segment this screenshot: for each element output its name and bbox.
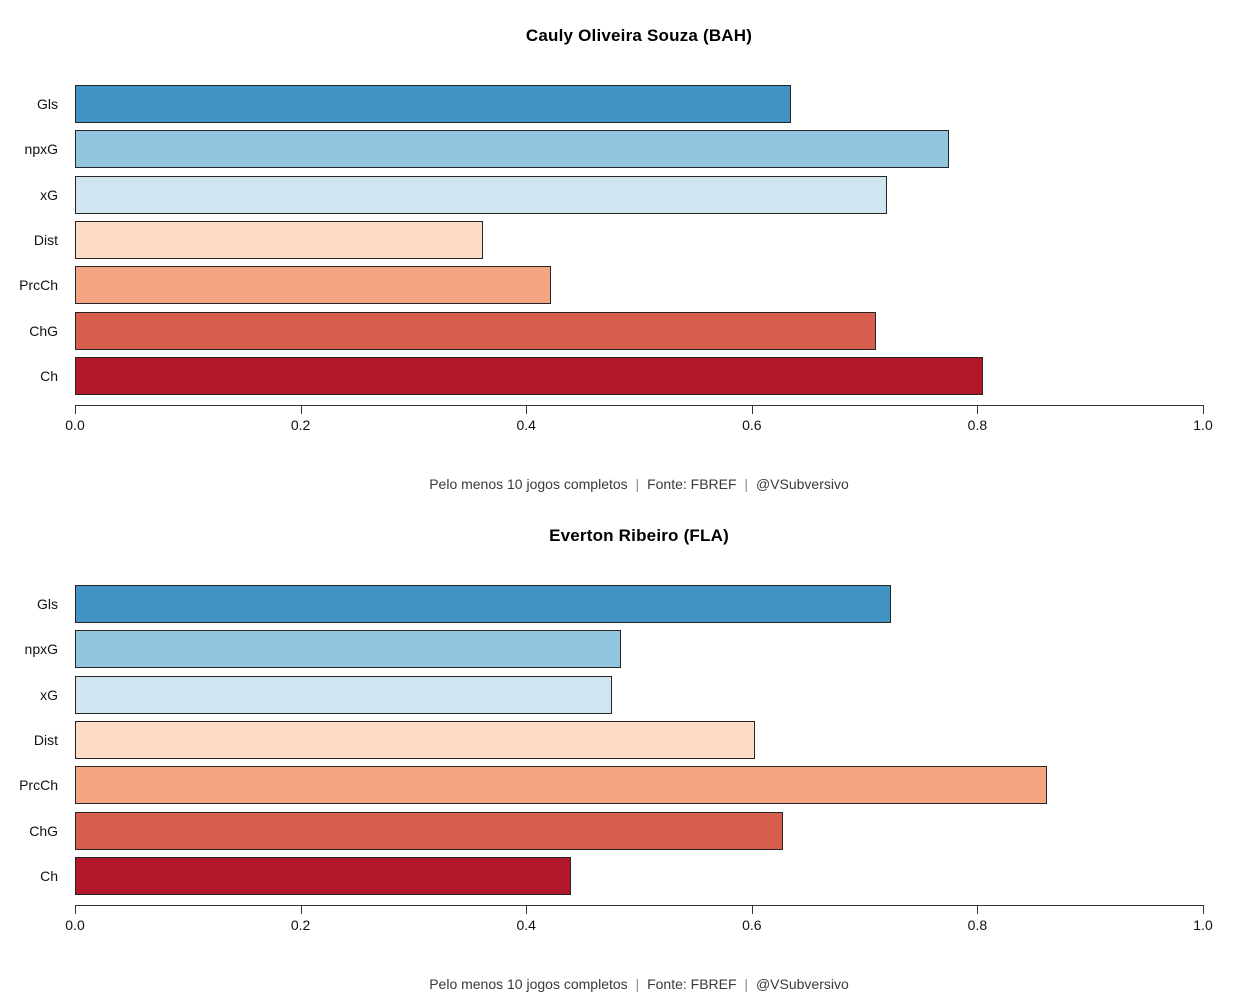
x-axis-line <box>75 405 1204 406</box>
y-axis-label-xg: xG <box>40 186 58 203</box>
x-axis-tick-label: 1.0 <box>1193 417 1213 433</box>
x-axis-tick-label: 1.0 <box>1193 917 1213 933</box>
x-axis-tick-label: 0.0 <box>65 417 85 433</box>
bar-dist <box>75 720 756 759</box>
bars-container <box>75 585 1203 897</box>
x-axis-tick-label: 0.4 <box>516 417 536 433</box>
x-axis-tick <box>977 405 979 414</box>
x-axis-tick <box>1203 905 1204 914</box>
bar-ch <box>75 856 572 895</box>
bar-npxg <box>75 130 950 169</box>
bar-xg <box>75 675 612 714</box>
y-axis-label-ch: Ch <box>40 867 58 884</box>
bar-gls <box>75 585 891 623</box>
x-axis-tick-label: 0.8 <box>967 417 988 433</box>
bar-chg <box>75 811 784 850</box>
x-axis-tick-label: 0.2 <box>290 917 311 933</box>
y-axis-label-prcch: PrcCh <box>19 277 58 294</box>
y-axis-label-gls: Gls <box>37 596 58 612</box>
x-axis-tick <box>75 405 76 414</box>
caption-separator: | <box>740 476 752 492</box>
y-axis-label-npxg: npxG <box>24 641 58 658</box>
bar-ch <box>75 356 984 395</box>
x-axis-tick <box>526 905 528 914</box>
x-axis-tick-label: 0.4 <box>516 917 536 933</box>
x-axis-tick <box>751 905 753 914</box>
y-axis-label-xg: xG <box>40 686 58 703</box>
x-axis-tick <box>75 905 76 914</box>
caption-separator: | <box>631 476 644 492</box>
bar-xg <box>75 175 888 214</box>
x-axis-tick-label: 0.0 <box>65 917 85 933</box>
caption-separator: | <box>631 976 644 992</box>
caption-part: Pelo menos 10 jogos completos <box>429 976 628 992</box>
caption-part: Pelo menos 10 jogos completos <box>429 476 628 492</box>
caption-part: Fonte: FBREF <box>647 976 737 992</box>
x-axis-tick <box>977 905 979 914</box>
y-axis-label-chg: ChG <box>29 822 58 839</box>
bar-npxg <box>75 630 621 669</box>
y-axis-label-dist: Dist <box>33 731 58 748</box>
x-axis-line <box>75 905 1204 906</box>
bar-prcch <box>75 266 552 305</box>
y-axis-label-prcch: PrcCh <box>19 777 58 794</box>
player-chart-panel-2: Everton Ribeiro (FLA) Pelo menos 10 jogo… <box>0 500 1242 1000</box>
x-axis-tick-label: 0.8 <box>967 917 988 933</box>
chart-title: Everton Ribeiro (FLA) <box>549 526 729 545</box>
x-axis-tick <box>300 405 302 414</box>
y-axis-label-npxg: npxG <box>24 141 58 158</box>
x-axis-tick <box>526 405 528 414</box>
chart-title: Cauly Oliveira Souza (BAH) <box>525 26 753 45</box>
caption-part: @VSubversivo <box>755 476 849 492</box>
caption-part: @VSubversivo <box>755 976 849 992</box>
x-axis-tick-label: 0.6 <box>742 917 762 933</box>
y-axis-label-ch: Ch <box>40 367 58 384</box>
bar-gls <box>75 85 792 123</box>
caption-separator: | <box>740 976 752 992</box>
caption: Pelo menos 10 jogos completos | Fonte: F… <box>75 976 1203 992</box>
x-axis-tick <box>1203 405 1204 414</box>
player-chart-panel-1: Cauly Oliveira Souza (BAH) Pelo menos 10… <box>19 26 1213 492</box>
y-axis-label-chg: ChG <box>29 322 58 339</box>
bar-dist <box>75 220 484 259</box>
x-axis-tick <box>300 905 302 914</box>
x-axis-tick-label: 0.6 <box>742 417 762 433</box>
bars-container <box>75 85 1203 397</box>
x-axis-tick <box>751 405 753 414</box>
bar-prcch <box>75 766 1048 805</box>
bar-chg <box>75 311 876 350</box>
caption-part: Fonte: FBREF <box>647 476 737 492</box>
x-axis-tick-label: 0.2 <box>290 417 311 433</box>
y-axis-label-dist: Dist <box>33 231 58 248</box>
caption: Pelo menos 10 jogos completos | Fonte: F… <box>75 476 1203 492</box>
y-axis-label-gls: Gls <box>37 96 58 112</box>
